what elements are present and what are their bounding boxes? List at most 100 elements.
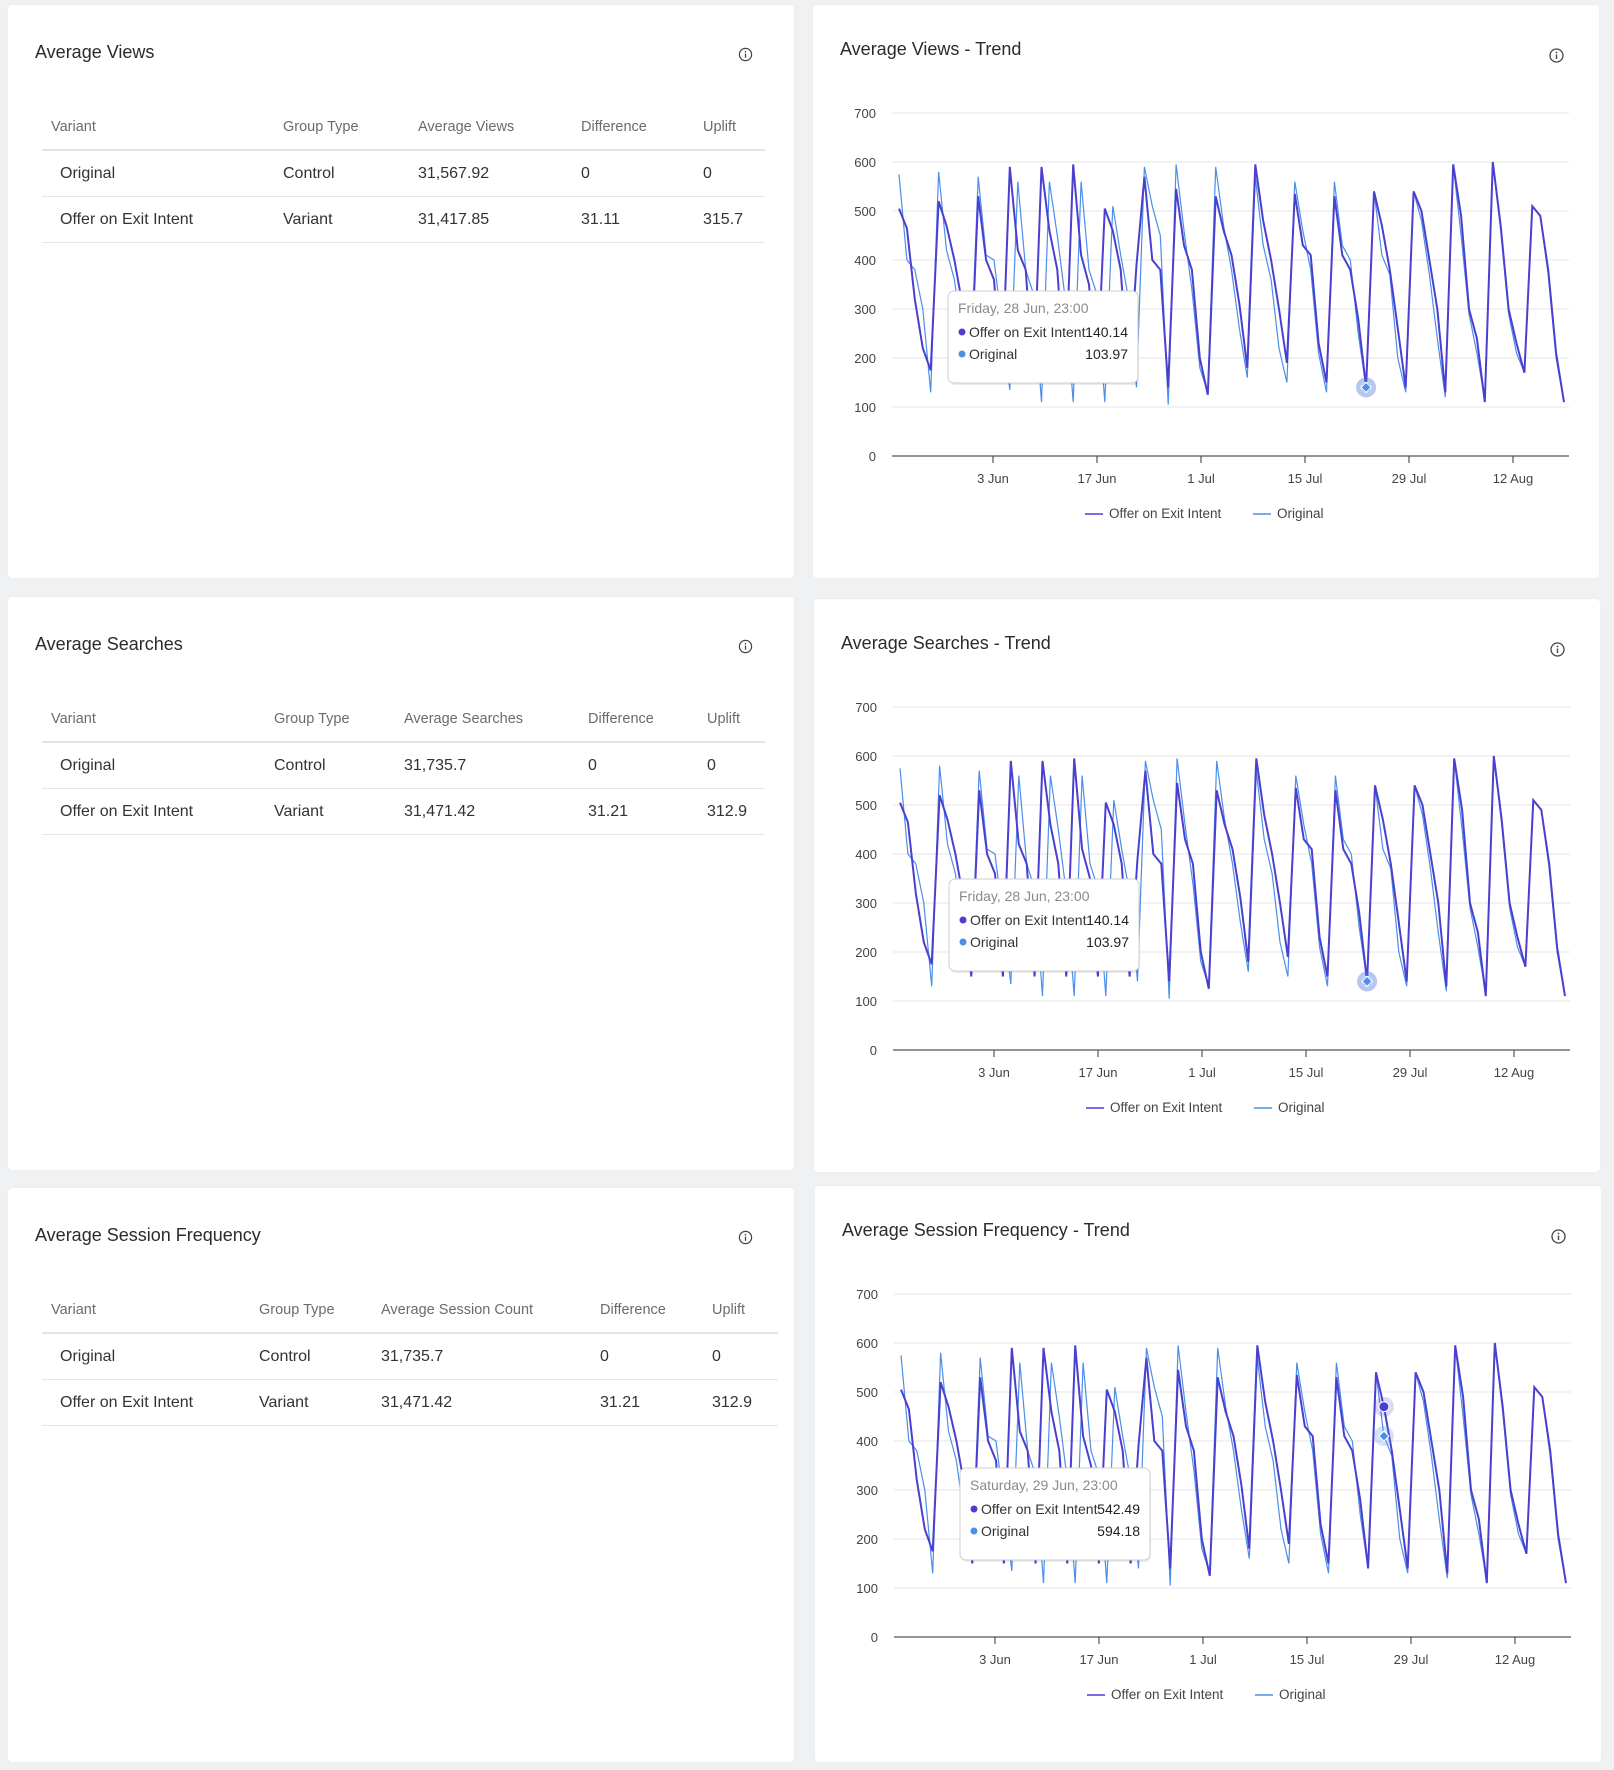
header-metric[interactable]: Average Views	[409, 105, 572, 151]
series-line-offer-on-exit-intent[interactable]	[900, 1342, 1567, 1584]
panel-title: Average Searches	[35, 634, 183, 654]
header-uplift[interactable]: Uplift	[698, 697, 765, 743]
table-header-row: Variant Group Type Average Views Differe…	[42, 105, 765, 151]
header-difference[interactable]: Difference	[591, 1288, 703, 1334]
average-views-panel: Average Views Variant Group Type Average…	[8, 5, 794, 578]
chart-title-suffix: - Trend	[1068, 1220, 1130, 1240]
table-row: Offer on Exit Intent Variant 31,417.85 3…	[42, 196, 765, 243]
y-tick-label: 400	[855, 847, 877, 862]
chart-title-suffix: - Trend	[959, 39, 1021, 59]
y-tick-label: 300	[854, 302, 876, 317]
y-tick-label: 700	[856, 1287, 878, 1302]
hover-point-original[interactable]	[1378, 1430, 1390, 1442]
cell-metric: 31,471.42	[395, 788, 579, 835]
x-tick-label: 12 Aug	[1493, 471, 1534, 486]
chart-legend: Offer on Exit Intent Original	[1087, 1687, 1326, 1702]
header-difference[interactable]: Difference	[579, 697, 698, 743]
x-tick-label: 1 Jul	[1187, 471, 1215, 486]
series-line-offer-on-exit-intent[interactable]	[899, 755, 1566, 997]
header-variant[interactable]: Variant	[42, 697, 265, 743]
info-circle-icon[interactable]	[1551, 1229, 1566, 1244]
header-group-type[interactable]: Group Type	[250, 1288, 372, 1334]
header-metric[interactable]: Average Session Count	[372, 1288, 591, 1334]
x-tick-label: 17 Jun	[1077, 471, 1116, 486]
header-uplift[interactable]: Uplift	[694, 105, 765, 151]
series-line-offer-on-exit-intent[interactable]	[898, 161, 1565, 403]
header-uplift[interactable]: Uplift	[703, 1288, 778, 1334]
header-difference[interactable]: Difference	[572, 105, 694, 151]
y-tick-label: 200	[855, 945, 877, 960]
cell-uplift: 312.9	[698, 788, 765, 835]
tooltip-series-dot	[970, 1505, 978, 1513]
cell-difference: 31.21	[591, 1379, 703, 1426]
chart-title: Average Session Frequency - Trend	[842, 1220, 1130, 1240]
average-views-trend-panel: Average Views - Trend 0 100 200 300 400 500 600…	[813, 5, 1599, 578]
cell-variant: Original	[42, 1333, 250, 1380]
chart-tooltip: Friday, 28 Jun, 23:00 Offer on Exit Inten…	[947, 290, 1139, 385]
cell-metric: 31,567.92	[409, 150, 572, 197]
tooltip-series-dot	[970, 1527, 978, 1535]
x-tick-label: 17 Jun	[1079, 1652, 1118, 1667]
hover-point-original[interactable]	[1360, 381, 1372, 394]
tooltip-series-name: Original	[981, 1523, 1029, 1539]
hover-point-offer-on-exit-intent[interactable]	[1378, 1401, 1390, 1413]
legend-label: Original	[1279, 1687, 1326, 1702]
average-searches-table: Variant Group Type Average Searches Diff…	[42, 697, 765, 835]
info-circle-icon[interactable]	[738, 47, 753, 62]
table-header-row: Variant Group Type Average Session Count…	[42, 1288, 778, 1334]
header-group-type[interactable]: Group Type	[274, 105, 409, 151]
tooltip-series-value: 542.49	[1097, 1501, 1140, 1517]
legend-item-offer-on-exit-intent[interactable]: Offer on Exit Intent	[1085, 506, 1222, 521]
legend-item-offer-on-exit-intent[interactable]: Offer on Exit Intent	[1087, 1687, 1224, 1702]
x-tick-label: 29 Jul	[1394, 1652, 1429, 1667]
x-tick-label: 15 Jul	[1289, 1065, 1324, 1080]
info-circle-icon[interactable]	[1549, 48, 1564, 63]
legend-item-original[interactable]: Original	[1254, 1100, 1325, 1115]
tooltip-series-value: 103.97	[1085, 346, 1128, 362]
y-tick-label: 700	[855, 700, 877, 715]
y-tick-label: 300	[856, 1483, 878, 1498]
y-tick-label: 400	[856, 1434, 878, 1449]
cell-uplift: 0	[694, 150, 765, 197]
legend-label: Original	[1277, 506, 1324, 521]
header-metric[interactable]: Average Searches	[395, 697, 579, 743]
header-variant[interactable]: Variant	[42, 105, 274, 151]
table-row: Offer on Exit Intent Variant 31,471.42 3…	[42, 1379, 778, 1426]
cell-variant: Original	[42, 742, 265, 789]
chart-title-metric: Average Searches	[841, 633, 989, 653]
cell-metric: 31,735.7	[395, 742, 579, 789]
info-circle-icon[interactable]	[1550, 642, 1565, 657]
x-tick-label: 15 Jul	[1290, 1652, 1325, 1667]
cell-difference: 0	[591, 1333, 703, 1380]
table-row: Offer on Exit Intent Variant 31,471.42 3…	[42, 788, 765, 835]
legend-label: Offer on Exit Intent	[1110, 1100, 1223, 1115]
cell-group-type: Variant	[274, 196, 409, 243]
x-tick-label: 1 Jul	[1189, 1652, 1217, 1667]
x-tick-label: 29 Jul	[1392, 471, 1427, 486]
info-circle-icon[interactable]	[738, 639, 753, 654]
y-tick-label: 500	[856, 1385, 878, 1400]
y-tick-label: 100	[854, 400, 876, 415]
legend-item-original[interactable]: Original	[1253, 506, 1324, 521]
tooltip-date: Friday, 28 Jun, 23:00	[959, 888, 1090, 904]
tooltip-series-value: 103.97	[1086, 934, 1129, 950]
chart-legend: Offer on Exit Intent Original	[1086, 1100, 1325, 1115]
chart-title: Average Views - Trend	[840, 39, 1021, 59]
hover-point-original[interactable]	[1361, 975, 1373, 988]
chart-title-suffix: - Trend	[989, 633, 1051, 653]
y-tick-label: 100	[856, 1581, 878, 1596]
cell-group-type: Control	[265, 742, 395, 789]
y-tick-label: 600	[855, 749, 877, 764]
tooltip-series-name: Original	[969, 346, 1017, 362]
x-tick-label: 17 Jun	[1078, 1065, 1117, 1080]
x-tick-label: 1 Jul	[1188, 1065, 1216, 1080]
header-group-type[interactable]: Group Type	[265, 697, 395, 743]
header-variant[interactable]: Variant	[42, 1288, 250, 1334]
y-tick-label: 200	[854, 351, 876, 366]
average-session-frequency-panel: Average Session Frequency Variant Group …	[8, 1188, 794, 1762]
legend-item-original[interactable]: Original	[1255, 1687, 1326, 1702]
x-tick-label: 15 Jul	[1288, 471, 1323, 486]
cell-group-type: Variant	[250, 1379, 372, 1426]
info-circle-icon[interactable]	[738, 1230, 753, 1245]
legend-item-offer-on-exit-intent[interactable]: Offer on Exit Intent	[1086, 1100, 1223, 1115]
